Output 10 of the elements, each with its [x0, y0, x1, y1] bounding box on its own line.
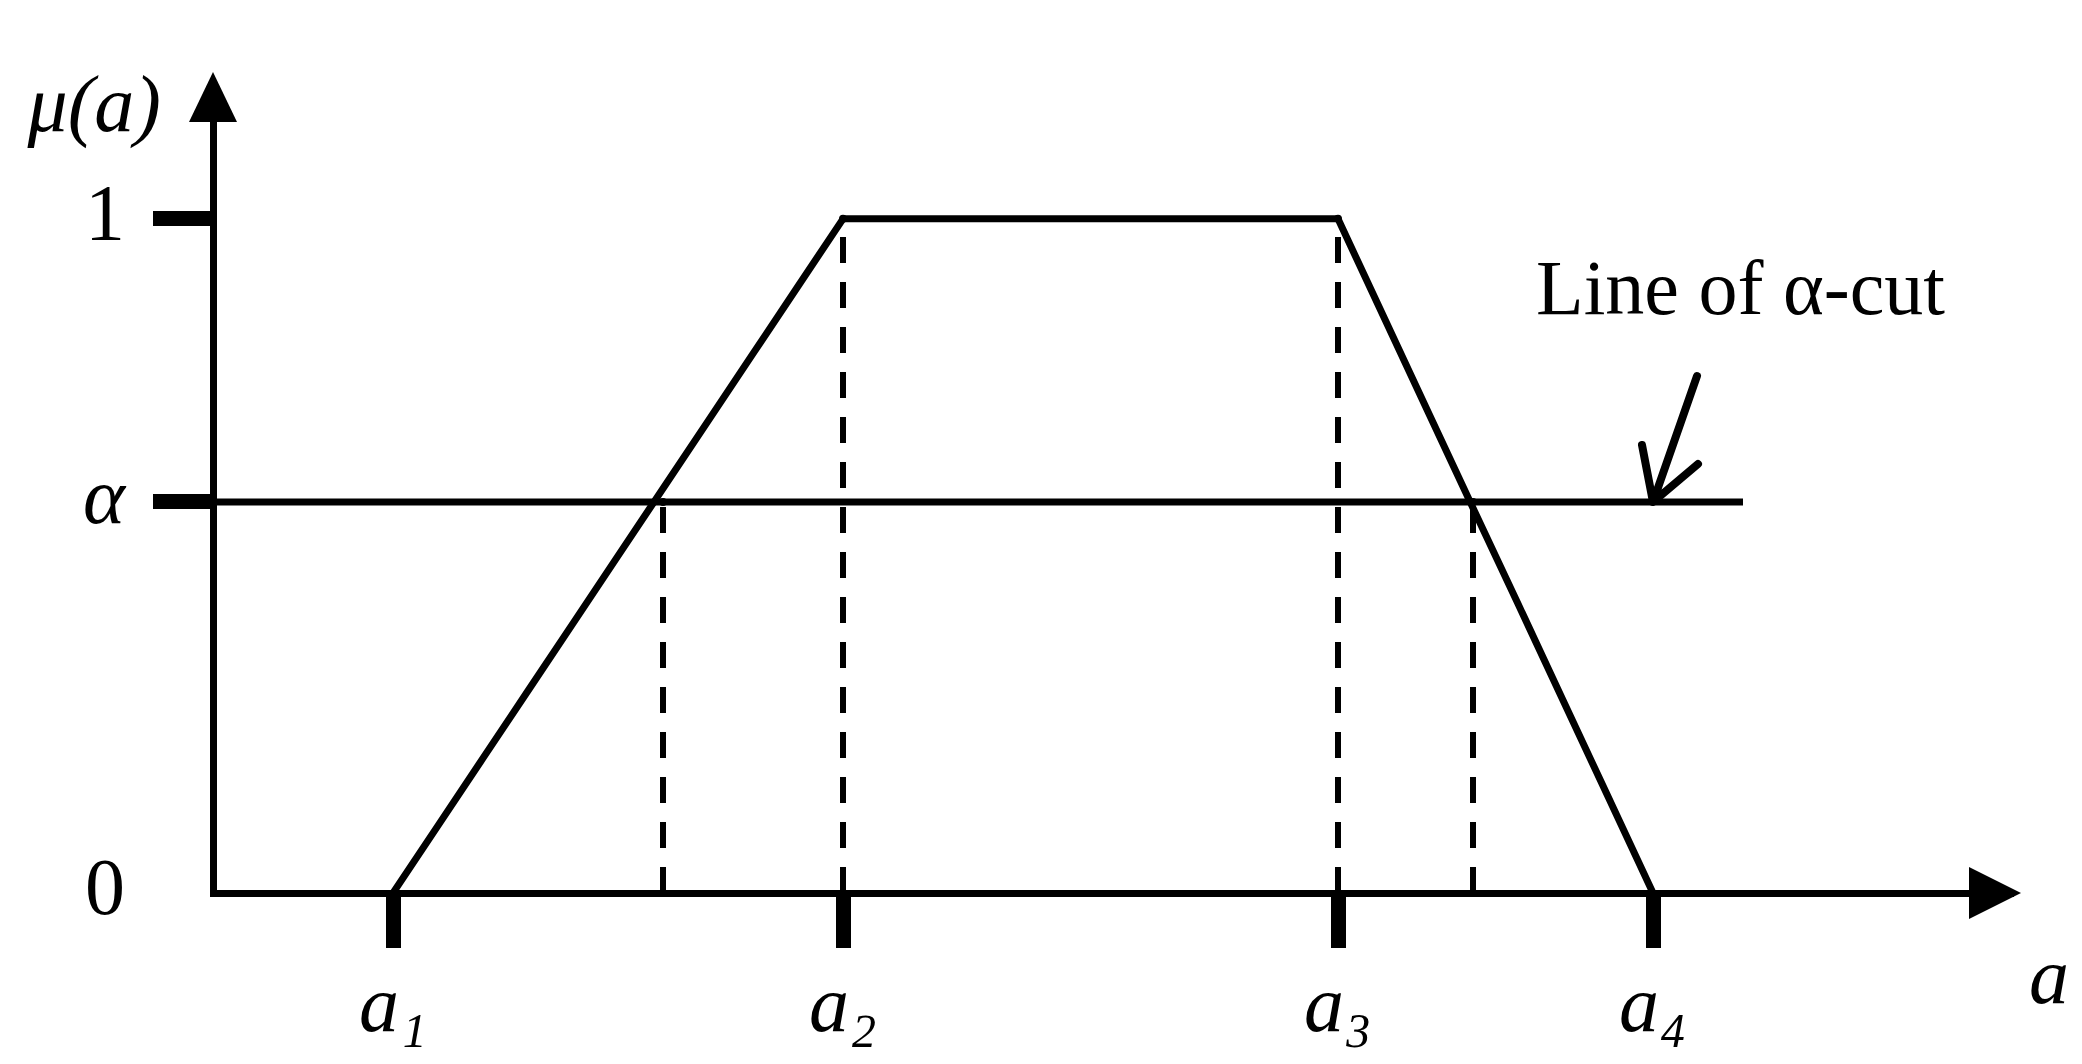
- y-tick-label: 0: [85, 843, 125, 932]
- y-axis-title: μ(a): [26, 60, 161, 150]
- x-tick-label: a₃: [1304, 960, 1372, 1049]
- x-tick-label: a₄: [1619, 960, 1687, 1049]
- x-tick-label: a₁: [359, 960, 427, 1049]
- y-tick-label: α: [83, 452, 127, 541]
- annotation: Line of α-cut: [1536, 244, 1946, 332]
- y-tick-label: 1: [85, 168, 125, 257]
- x-tick-label: a₂: [809, 960, 877, 1049]
- x-axis-title: a: [2029, 932, 2069, 1021]
